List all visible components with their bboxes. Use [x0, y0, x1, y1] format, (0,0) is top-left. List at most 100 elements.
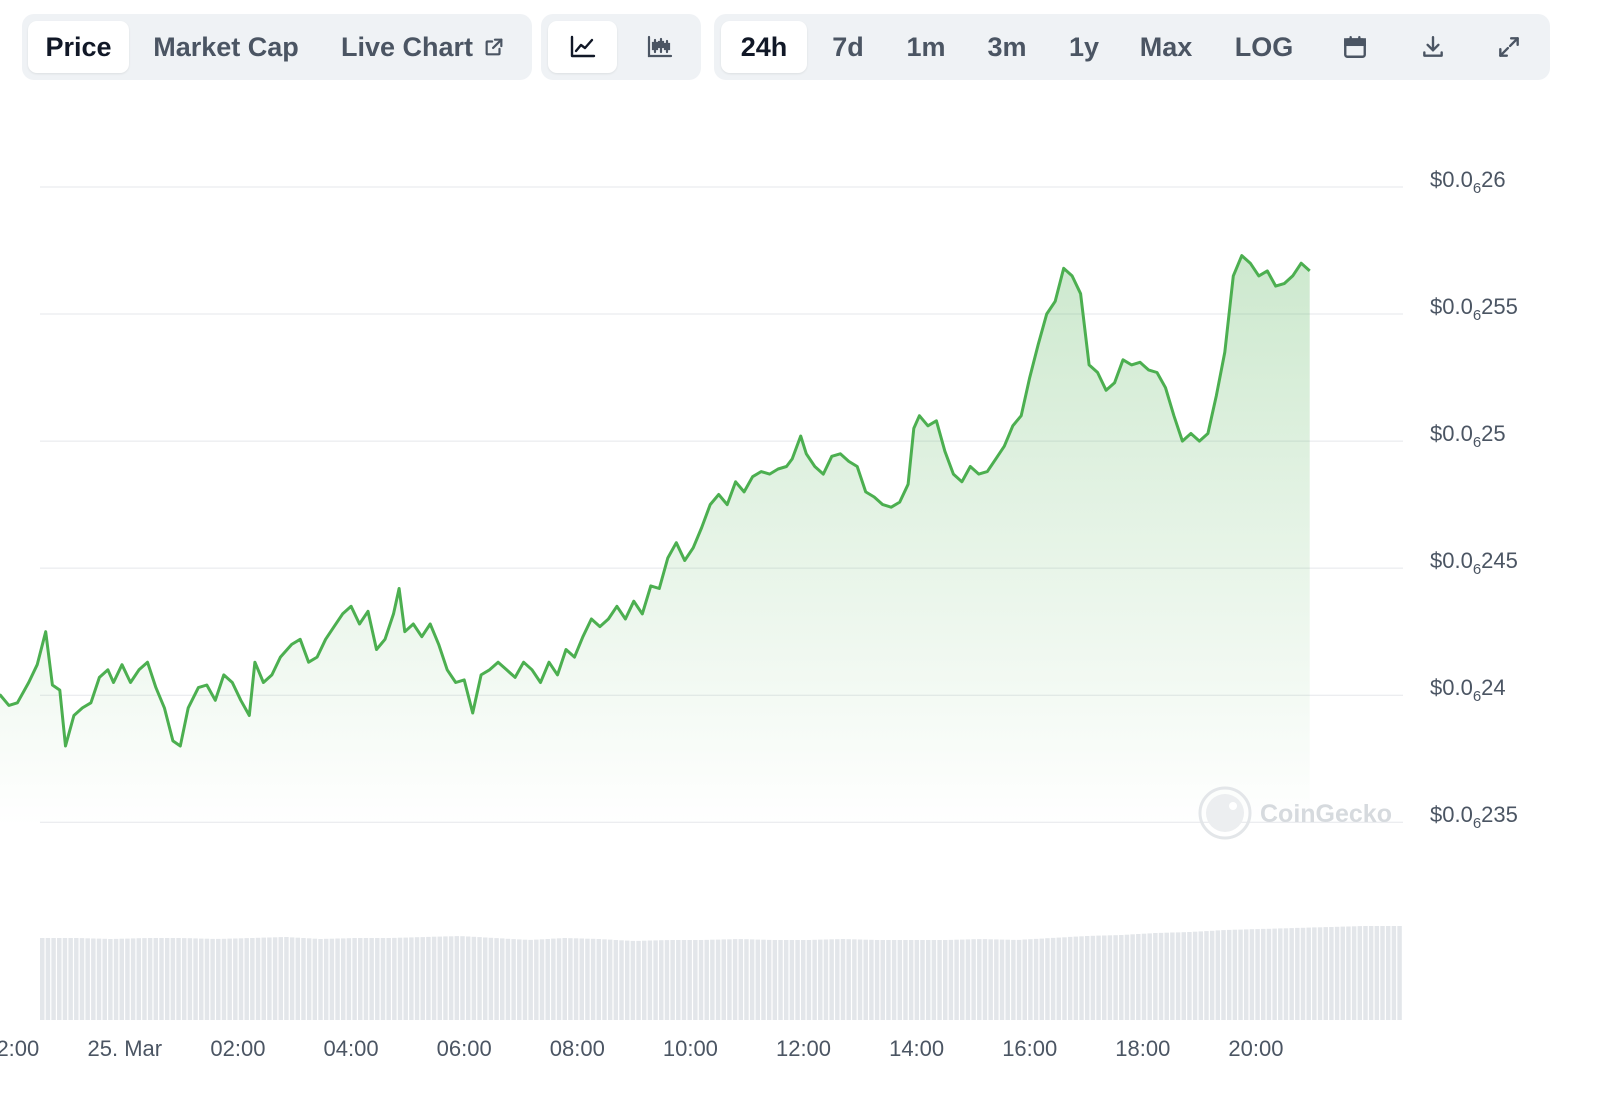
- volume-bar: [812, 939, 817, 1020]
- volume-bar: [710, 939, 715, 1020]
- volume-bar: [1181, 932, 1186, 1020]
- volume-bar: [556, 938, 562, 1020]
- volume-bar: [1209, 930, 1215, 1020]
- volume-bar: [1232, 929, 1238, 1020]
- volume-bar: [613, 940, 619, 1020]
- volume-bar: [1164, 932, 1169, 1020]
- range-7d[interactable]: 7d: [813, 21, 883, 73]
- volume-bar: [45, 938, 51, 1020]
- volume-bar: [397, 937, 403, 1020]
- volume-bar: [545, 939, 550, 1020]
- range-24h[interactable]: 24h: [721, 21, 807, 73]
- range-1y[interactable]: 1y: [1051, 21, 1117, 73]
- tab-price-label: Price: [45, 31, 112, 62]
- calendar-button[interactable]: [1319, 21, 1391, 73]
- volume-bar: [1272, 928, 1277, 1020]
- volume-bar: [568, 938, 573, 1020]
- volume-bar: [1255, 929, 1260, 1020]
- volume-bar: [335, 938, 340, 1020]
- volume-bar: [517, 939, 522, 1020]
- volume-bar: [227, 938, 232, 1020]
- volume-bar: [659, 940, 664, 1020]
- tab-live-chart[interactable]: Live Chart: [325, 21, 521, 73]
- range-log[interactable]: LOG: [1215, 21, 1313, 73]
- volume-bar: [1368, 926, 1374, 1020]
- volume-bar: [57, 938, 62, 1020]
- line-chart-button[interactable]: [548, 21, 617, 73]
- volume-bar: [619, 940, 624, 1020]
- volume-bar: [852, 939, 857, 1020]
- volume-bar: [761, 939, 766, 1020]
- volume-bar: [108, 939, 113, 1020]
- range-1m[interactable]: 1m: [889, 21, 963, 73]
- volume-bar: [125, 938, 130, 1020]
- volume-bar: [602, 939, 607, 1020]
- volume-bar: [687, 940, 692, 1020]
- volume-bar: [1385, 926, 1391, 1020]
- volume-bar: [329, 938, 335, 1020]
- x-tick-label: 10:00: [663, 1036, 718, 1061]
- volume-bar: [664, 940, 670, 1020]
- volume-bar: [835, 939, 840, 1020]
- y-tick-label: $0.0626: [1430, 167, 1506, 197]
- tab-market-cap[interactable]: Market Cap: [138, 21, 314, 73]
- volume-bar: [897, 940, 903, 1020]
- volume-bar: [1022, 939, 1027, 1020]
- volume-bar: [698, 940, 704, 1020]
- y-axis: $0.0626 $0.06255 $0.0625 $0.06245 $0.0624 $0.…: [1430, 167, 1518, 832]
- volume-bar: [863, 939, 868, 1020]
- range-1y-label: 1y: [1068, 31, 1100, 62]
- volume-bar: [840, 939, 846, 1020]
- volume-bar: [1278, 928, 1283, 1020]
- range-3m[interactable]: 3m: [969, 21, 1045, 73]
- volume-bar: [341, 938, 346, 1020]
- volume-bar: [801, 940, 806, 1020]
- volume-bar: [85, 938, 90, 1020]
- volume-bar: [386, 938, 391, 1020]
- volume-bar: [914, 940, 920, 1020]
- volume-bar: [102, 938, 107, 1020]
- tab-price[interactable]: Price: [28, 21, 129, 73]
- volume-bar: [641, 940, 647, 1020]
- volume-bar: [1147, 933, 1152, 1020]
- range-max[interactable]: Max: [1123, 21, 1209, 73]
- volume-bar: [1340, 926, 1346, 1020]
- volume-bar: [1198, 931, 1204, 1020]
- volume-bar: [159, 938, 164, 1020]
- volume-bar: [295, 937, 301, 1020]
- volume-bar: [1073, 936, 1079, 1020]
- volume-bar: [920, 940, 925, 1020]
- tab-market-cap-label: Market Cap: [153, 31, 299, 62]
- volume-bar: [346, 938, 352, 1020]
- volume-bar: [795, 940, 800, 1020]
- x-tick-label: 12:00: [776, 1036, 831, 1061]
- volume-bar: [199, 938, 204, 1020]
- volume-bar: [908, 940, 914, 1020]
- volume-bar: [772, 940, 778, 1020]
- volume-bar: [278, 937, 283, 1020]
- candlestick-chart-button[interactable]: [625, 21, 694, 73]
- volume-bar: [68, 938, 73, 1020]
- volume-bar: [880, 940, 885, 1020]
- volume-bar: [1079, 936, 1084, 1020]
- volume-bar: [181, 938, 187, 1020]
- volume-bar: [977, 939, 982, 1020]
- volume-bar: [505, 938, 511, 1020]
- volume-bar: [233, 938, 238, 1020]
- fullscreen-button[interactable]: [1473, 21, 1545, 73]
- volume-bar: [1067, 936, 1073, 1020]
- volume-bar: [1317, 927, 1323, 1020]
- volume-bar: [1141, 933, 1147, 1020]
- line-chart-icon: [569, 34, 597, 60]
- volume-bar: [903, 940, 908, 1020]
- volume-bar: [721, 939, 726, 1020]
- volume-bar: [244, 938, 249, 1020]
- tab-live-chart-label: Live Chart: [340, 31, 474, 62]
- volume-bar: [1102, 935, 1107, 1020]
- x-tick-label: 14:00: [889, 1036, 944, 1061]
- volume-bar: [1050, 937, 1056, 1020]
- download-button[interactable]: [1397, 21, 1469, 73]
- volume-bar: [1170, 932, 1175, 1020]
- volume-bar: [715, 939, 721, 1020]
